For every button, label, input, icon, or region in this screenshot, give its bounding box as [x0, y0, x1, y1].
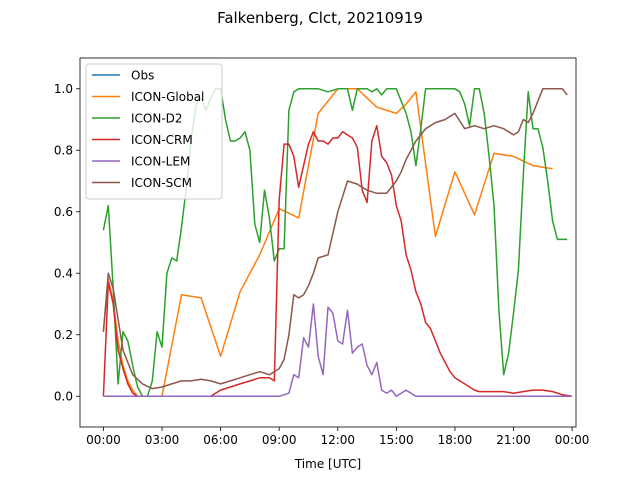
- series-line-icon-global: [102, 88, 553, 398]
- legend-label: ICON-D2: [131, 112, 183, 126]
- x-tick-label: 12:00: [320, 433, 355, 447]
- plot-lines: [102, 88, 573, 398]
- y-tick-label: 0.2: [54, 328, 73, 342]
- y-axis: 0.0 0.2 0.4 0.6 0.8 1.0: [54, 82, 80, 403]
- legend-label: ICON-SCM: [131, 176, 192, 190]
- x-axis-label: Time [UTC]: [294, 457, 361, 471]
- x-tick-label: 03:00: [145, 433, 180, 447]
- x-tick-label: 00:00: [86, 433, 121, 447]
- x-tick-label: 06:00: [203, 433, 238, 447]
- legend-box: [85, 63, 223, 200]
- y-tick-label: 0.6: [54, 205, 73, 219]
- x-axis: 00:00 03:00 06:00 09:00 12:00 15:00 18:00 21:00…: [86, 427, 589, 447]
- legend-label: Obs: [131, 69, 154, 83]
- legend-label: ICON-CRM: [131, 133, 193, 147]
- x-tick-label: 09:00: [262, 433, 297, 447]
- y-tick-label: 0.4: [54, 266, 73, 280]
- chart-title: Falkenberg, Clct, 20210919: [217, 9, 423, 27]
- x-tick-label: 00:00: [555, 433, 590, 447]
- y-tick-label: 0.0: [54, 389, 73, 403]
- series-line-icon-lem: [103, 303, 573, 398]
- x-tick-label: 21:00: [496, 433, 531, 447]
- plot-frame: [79, 57, 577, 428]
- x-tick-label: 18:00: [438, 433, 473, 447]
- y-tick-label: 0.8: [54, 143, 73, 157]
- series-line-icon-scm: [102, 88, 568, 390]
- x-tick-label: 15:00: [379, 433, 414, 447]
- series-line-icon-d2: [102, 88, 568, 398]
- legend: Obs ICON-Global ICON-D2 ICON-CRM ICON-LEM ICO…: [85, 63, 223, 200]
- legend-label: ICON-LEM: [131, 155, 190, 169]
- y-tick-label: 1.0: [54, 82, 73, 96]
- legend-label: ICON-Global: [131, 90, 204, 104]
